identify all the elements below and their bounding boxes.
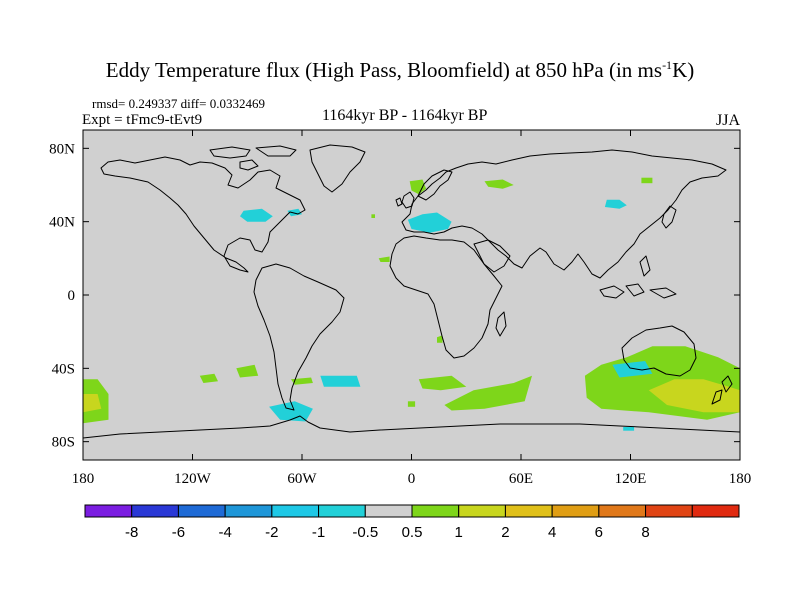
patch-south-pacific-b	[236, 364, 259, 378]
lon-tick-label: 180	[72, 471, 95, 487]
colorbar-label: -1	[312, 524, 325, 541]
coast-antarctica	[83, 415, 740, 439]
colorbar-swatch	[691, 504, 740, 518]
patch-tasman-yellow	[648, 379, 740, 413]
colorbar-label: 1	[455, 524, 463, 541]
colorbar-swatch	[131, 504, 179, 518]
lon-tick-label: 120E	[615, 471, 647, 487]
patch-great-lakes	[240, 208, 273, 222]
patch-drake-east	[320, 375, 361, 387]
colorbar-swatch	[458, 504, 506, 518]
colorbar-swatch	[645, 504, 693, 518]
patch-antarctic-cyan	[623, 427, 635, 431]
patch-southern-ocean-a	[418, 375, 467, 391]
colorbar-label: 2	[501, 524, 509, 541]
colorbar-label: -0.5	[352, 524, 378, 541]
coast-japan	[661, 205, 677, 229]
colorbar-swatch	[318, 504, 366, 518]
season-label: JJA	[716, 112, 741, 129]
patch-atlantic-small	[371, 214, 375, 218]
patch-tasman-cyan	[612, 361, 653, 378]
coast-australia	[621, 325, 697, 377]
colorbar-swatch	[504, 504, 553, 518]
colorbar-swatch	[551, 504, 600, 518]
patch-south-atlantic-green	[291, 377, 313, 385]
experiment-label: Expt = tFmc9-tEvt9	[82, 112, 203, 128]
colorbar-label: 8	[641, 524, 649, 541]
coast-eurasia	[401, 149, 727, 279]
patch-siberia-small	[641, 177, 653, 184]
lat-tick-label: 80S	[52, 435, 75, 451]
lat-tick-label: 0	[68, 288, 76, 304]
lat-tick-label: 40S	[52, 361, 75, 377]
colorbar-swatch	[598, 504, 647, 518]
colorbar-label: 0.5	[402, 524, 423, 541]
colorbar-label: 6	[595, 524, 603, 541]
coast-africa	[389, 235, 503, 359]
patch-angola	[437, 335, 443, 343]
period-label: 1164kyr BP - 1164kyr BP	[322, 107, 488, 124]
coast-british-isles	[395, 191, 415, 209]
stats-text: rmsd= 0.249337 diff= 0.0332469	[92, 96, 265, 111]
lon-tick-label: 60W	[287, 471, 317, 487]
patch-mediterranean	[407, 212, 452, 233]
title-main: Eddy Temperature flux (High Pass, Bloomf…	[105, 58, 663, 82]
lon-tick-label: 180	[729, 471, 752, 487]
coast-new-zealand	[711, 375, 733, 405]
colorbar-swatch	[411, 504, 460, 518]
patch-north-sea	[409, 179, 427, 195]
colorbar-swatch	[224, 504, 273, 518]
colorbar-swatch	[271, 504, 320, 518]
coast-se-asia-islands	[599, 255, 677, 299]
colorbar-label: 4	[548, 524, 556, 541]
patch-black-sea-area	[484, 179, 514, 189]
colorbar-label: -8	[125, 524, 138, 541]
patch-south-pacific-a	[199, 373, 218, 383]
colorbar-swatch	[364, 504, 413, 518]
lat-tick-label: 80N	[49, 141, 75, 157]
coast-arctic-islands	[209, 145, 297, 171]
coast-arabia	[473, 239, 511, 273]
patch-weddell	[269, 401, 313, 422]
lon-ticks: 180 120W 60W 0 60E 120E 180	[72, 130, 752, 487]
coast-scandinavia	[417, 169, 453, 201]
patch-dateline-west-yellow	[83, 394, 102, 413]
colorbar-swatch	[84, 504, 133, 518]
lat-tick-label: 40N	[49, 215, 75, 231]
colorbar-label: -2	[265, 524, 278, 541]
lon-tick-label: 120W	[174, 471, 212, 487]
coastlines	[83, 144, 740, 439]
colorbar-swatch	[177, 504, 226, 518]
anomaly-patches	[83, 177, 740, 431]
coast-madagascar	[495, 311, 507, 337]
patch-west-africa	[378, 256, 390, 262]
patch-central-asia	[604, 199, 627, 209]
colorbar-label: -4	[218, 524, 231, 541]
lat-ticks: 80N 40N 0 40S 80S	[49, 141, 740, 451]
coast-north-america	[100, 156, 306, 273]
colorbar: -8 -6 -4 -2 -1 -0.5 0.5 1 2 4 6 8	[84, 504, 740, 541]
coast-south-america	[253, 263, 345, 411]
coast-greenland	[309, 144, 366, 193]
patch-southern-ocean-c	[407, 401, 416, 407]
patch-southern-ocean-b	[444, 375, 532, 411]
lon-tick-label: 0	[408, 471, 416, 487]
colorbar-label: -6	[172, 524, 185, 541]
title-end: K)	[672, 58, 695, 82]
title-superscript: -1	[662, 58, 673, 72]
plot-title: Eddy Temperature flux (High Pass, Bloomf…	[0, 58, 800, 83]
lon-tick-label: 60E	[509, 471, 533, 487]
